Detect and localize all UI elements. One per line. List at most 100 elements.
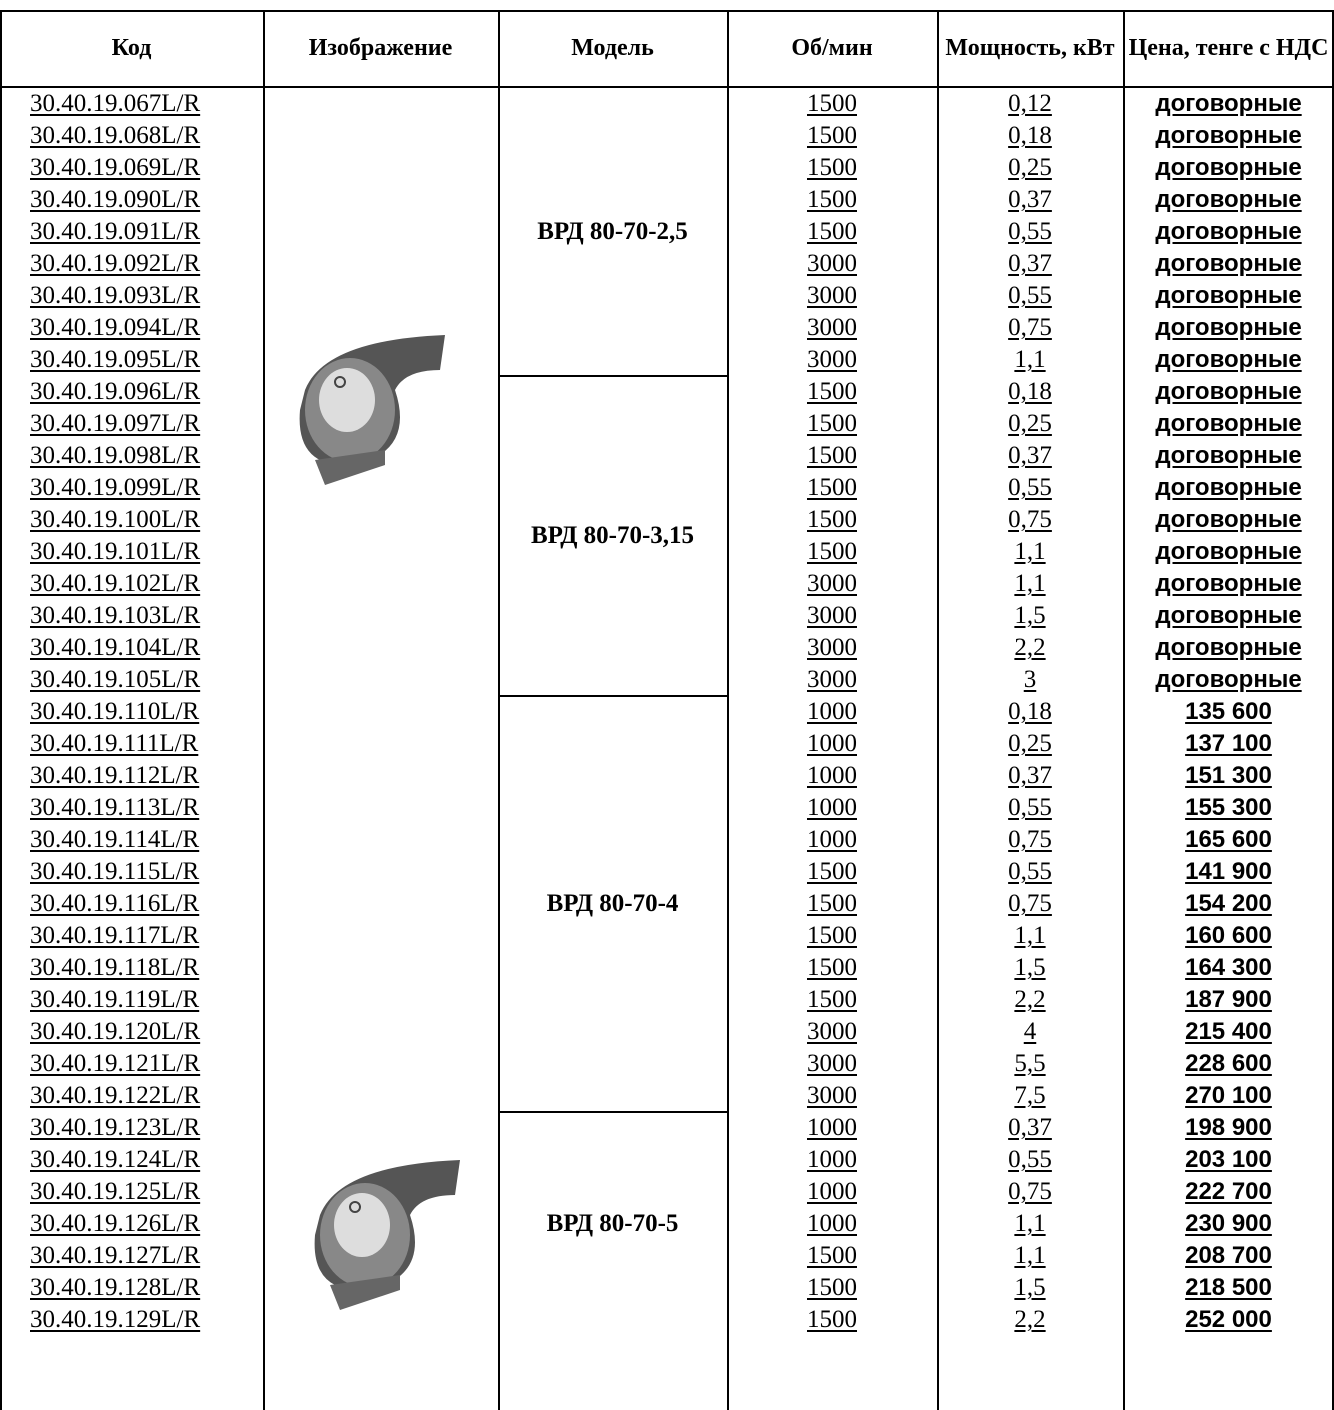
rule (937, 10, 939, 1410)
model-name: ВРД 80-70-5 (546, 1210, 679, 1237)
code: 30.40.19.116L/R (30, 890, 200, 917)
rpm: 3000 (807, 282, 857, 309)
price: договорные (1155, 602, 1302, 629)
power: 4 (1023, 1018, 1037, 1045)
code: 30.40.19.101L/R (30, 538, 201, 565)
rpm: 3000 (807, 346, 857, 373)
code: 30.40.19.093L/R (30, 282, 201, 309)
price: 208 700 (1185, 1242, 1272, 1269)
rpm: 3000 (807, 634, 857, 661)
price: договорные (1155, 442, 1302, 469)
header-cell: Мощность, кВт (945, 35, 1115, 61)
price: 164 300 (1185, 954, 1272, 981)
rule (0, 86, 1334, 88)
rule (498, 375, 727, 377)
rpm: 1500 (807, 410, 857, 437)
header-cell: Цена, тенге с НДС (1128, 35, 1329, 61)
rpm: 1500 (807, 378, 857, 405)
price: 198 900 (1185, 1114, 1272, 1141)
power: 0,75 (1008, 1178, 1052, 1205)
rule (263, 10, 265, 1410)
price: 228 600 (1185, 1050, 1272, 1077)
fan-image (314, 1160, 460, 1310)
code: 30.40.19.121L/R (30, 1050, 201, 1077)
power: 1,1 (1014, 570, 1046, 597)
rpm: 1500 (807, 986, 857, 1013)
power: 0,18 (1008, 122, 1052, 149)
code: 30.40.19.098L/R (30, 442, 201, 469)
rpm: 3000 (807, 666, 857, 693)
code: 30.40.19.110L/R (30, 698, 200, 725)
rpm: 1500 (807, 122, 857, 149)
rule (0, 10, 1334, 12)
price: 135 600 (1185, 698, 1272, 725)
power: 1,1 (1014, 346, 1046, 373)
code: 30.40.19.123L/R (30, 1114, 201, 1141)
price: 137 100 (1185, 730, 1272, 757)
rule (1332, 10, 1334, 1410)
price: 154 200 (1185, 890, 1272, 917)
rpm: 3000 (807, 1050, 857, 1077)
rpm: 3000 (807, 314, 857, 341)
power: 0,37 (1008, 1114, 1052, 1141)
power: 0,55 (1008, 474, 1052, 501)
power: 0,75 (1008, 826, 1052, 853)
power: 0,75 (1008, 314, 1052, 341)
rpm: 1500 (807, 922, 857, 949)
rpm: 1000 (807, 826, 857, 853)
power: 2,2 (1014, 1306, 1046, 1333)
price: договорные (1155, 154, 1302, 181)
price: договорные (1155, 186, 1302, 213)
power: 0,37 (1008, 442, 1052, 469)
model-name: ВРД 80-70-4 (546, 890, 679, 917)
rpm: 1500 (807, 474, 857, 501)
rpm: 1500 (807, 1274, 857, 1301)
rule (498, 10, 500, 1410)
rpm: 1500 (807, 442, 857, 469)
code: 30.40.19.100L/R (30, 506, 201, 533)
price: договорные (1155, 346, 1302, 373)
rpm: 1500 (807, 1242, 857, 1269)
price: 155 300 (1185, 794, 1272, 821)
model-name: ВРД 80-70-2,5 (537, 218, 688, 245)
code: 30.40.19.113L/R (30, 794, 200, 821)
price: 215 400 (1185, 1018, 1272, 1045)
price: 151 300 (1185, 762, 1272, 789)
rpm: 3000 (807, 570, 857, 597)
code: 30.40.19.117L/R (30, 922, 200, 949)
rule (727, 10, 729, 1410)
power: 0,25 (1008, 154, 1052, 181)
price: 160 600 (1185, 922, 1272, 949)
code: 30.40.19.114L/R (30, 826, 200, 853)
power: 0,18 (1008, 378, 1052, 405)
power: 0,18 (1008, 698, 1052, 725)
price: договорные (1155, 538, 1302, 565)
price: 222 700 (1185, 1178, 1272, 1205)
rpm: 3000 (807, 602, 857, 629)
rpm: 1500 (807, 90, 857, 117)
code: 30.40.19.092L/R (30, 250, 201, 277)
rpm: 1000 (807, 1210, 857, 1237)
price: договорные (1155, 218, 1302, 245)
power: 0,55 (1008, 794, 1052, 821)
power: 0,37 (1008, 186, 1052, 213)
rpm: 1500 (807, 1306, 857, 1333)
power: 0,37 (1008, 250, 1052, 277)
rpm: 1500 (807, 154, 857, 181)
power: 0,37 (1008, 762, 1052, 789)
code: 30.40.19.120L/R (30, 1018, 201, 1045)
page: (() => { const data = JSON.parse(documen… (0, 10, 1334, 1410)
power: 0,55 (1008, 858, 1052, 885)
rule (0, 10, 2, 1410)
code: 30.40.19.068L/R (30, 122, 201, 149)
price: договорные (1155, 282, 1302, 309)
code: 30.40.19.069L/R (30, 154, 201, 181)
price: договорные (1155, 122, 1302, 149)
price: договорные (1155, 378, 1302, 405)
price: договорные (1155, 314, 1302, 341)
rpm: 1500 (807, 890, 857, 917)
header-cell: Код (111, 35, 152, 61)
rpm: 1500 (807, 186, 857, 213)
code: 30.40.19.122L/R (30, 1082, 201, 1109)
power: 3 (1023, 666, 1037, 693)
